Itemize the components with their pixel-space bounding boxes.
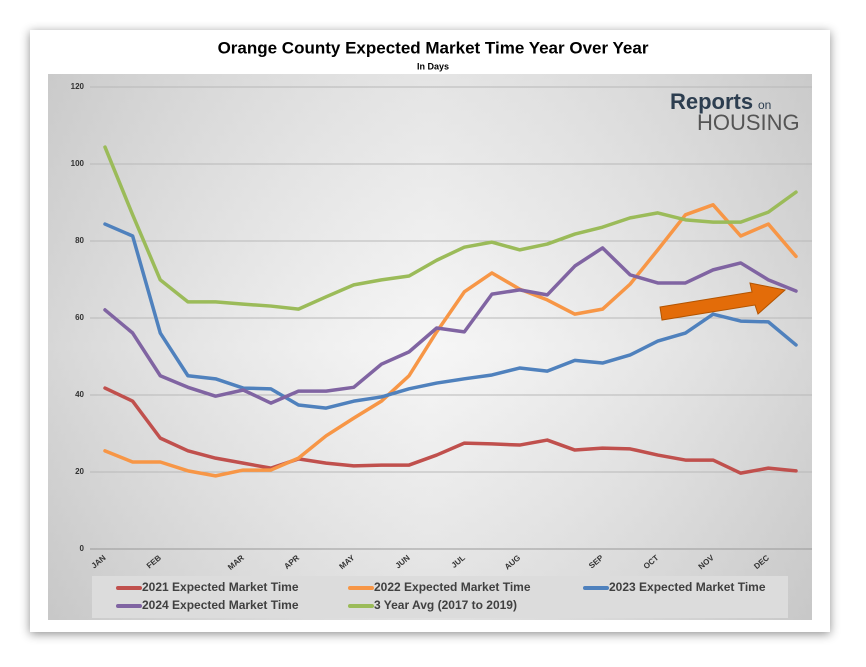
- series-line: [103, 246, 798, 405]
- logo-bottom: HOUSING: [697, 110, 800, 135]
- legend-label: 2024 Expected Market Time: [142, 598, 299, 612]
- legend-label: 2022 Expected Market Time: [374, 580, 531, 594]
- series-line: [103, 222, 798, 410]
- y-tick-label: 0: [80, 544, 85, 553]
- series-line: [103, 145, 798, 311]
- y-tick-label: 120: [71, 82, 85, 91]
- y-tick-label: 40: [75, 390, 84, 399]
- y-tick-label: 100: [71, 159, 85, 168]
- legend-label: 2021 Expected Market Time: [142, 580, 299, 594]
- plot-shade: [48, 74, 812, 620]
- chart-subtitle: In Days: [417, 61, 449, 71]
- logo: Reports on HOUSING: [670, 89, 800, 135]
- legend-label: 2023 Expected Market Time: [609, 580, 766, 594]
- logo-top: Reports: [670, 89, 753, 114]
- trend-arrow: [659, 282, 787, 321]
- series-line: [103, 386, 798, 475]
- y-tick-label: 60: [75, 313, 84, 322]
- legend-box: [92, 576, 788, 618]
- chart-title: Orange County Expected Market Time Year …: [218, 38, 649, 57]
- y-tick-label: 20: [75, 467, 84, 476]
- series-line: [103, 203, 798, 478]
- y-tick-label: 80: [75, 236, 84, 245]
- legend-label: 3 Year Avg (2017 to 2019): [374, 598, 517, 612]
- logo-small: on: [758, 98, 771, 112]
